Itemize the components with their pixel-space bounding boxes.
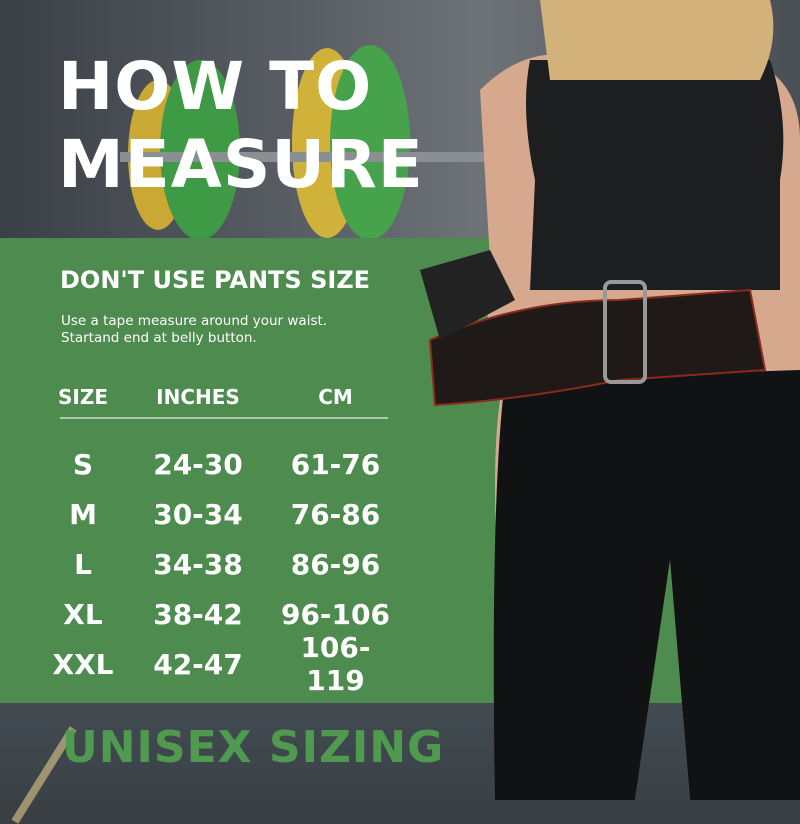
weight-plate-green bbox=[160, 60, 240, 240]
table-row: XL 38-42 96-106 bbox=[48, 589, 393, 639]
unisex-sizing-label: UNISEX SIZING bbox=[62, 722, 445, 773]
description-line-1: Use a tape measure around your waist. bbox=[61, 313, 328, 329]
inches-cell: 42-47 bbox=[153, 647, 243, 681]
size-cell: L bbox=[74, 547, 92, 581]
cm-cell: 61-76 bbox=[290, 447, 381, 481]
size-cell: XXL bbox=[52, 647, 114, 681]
table-row: XXL 42-47 106-119 bbox=[48, 631, 393, 697]
table-row: L 34-38 86-96 bbox=[48, 539, 393, 589]
size-cell: M bbox=[69, 497, 97, 531]
inches-cell: 24-30 bbox=[153, 447, 243, 481]
weight-plate-green-2 bbox=[330, 45, 410, 240]
title-line-1: HOW TO bbox=[58, 48, 373, 125]
table-row: M 30-34 76-86 bbox=[48, 489, 393, 539]
table-row: S 24-30 61-76 bbox=[48, 439, 393, 489]
inches-cell: 30-34 bbox=[153, 497, 243, 531]
cm-cell: 86-96 bbox=[290, 547, 381, 581]
inches-cell: 38-42 bbox=[153, 597, 243, 631]
floor bbox=[0, 703, 800, 800]
inches-cell: 34-38 bbox=[153, 547, 243, 581]
header-cm: CM bbox=[318, 384, 353, 409]
table-header: SIZE INCHES CM bbox=[48, 380, 393, 413]
description: Use a tape measure around your waist. St… bbox=[61, 313, 327, 347]
header-size: SIZE bbox=[57, 384, 108, 409]
size-table: SIZE INCHES CM S 24-30 61-76 M 30-34 76-86 L… bbox=[48, 380, 393, 698]
header-inches: INCHES bbox=[156, 384, 240, 409]
size-cell: S bbox=[72, 447, 94, 481]
description-line-2: Startand end at belly button. bbox=[61, 330, 257, 346]
cm-cell: 106-119 bbox=[300, 631, 371, 697]
header-divider bbox=[60, 417, 388, 419]
size-cell: XL bbox=[63, 597, 103, 631]
cm-cell: 96-106 bbox=[280, 597, 391, 631]
subtitle: DON'T USE PANTS SIZE bbox=[60, 266, 371, 294]
title-line-2: MEASURE bbox=[58, 126, 424, 203]
page-title: HOW TO MEASURE bbox=[58, 48, 424, 204]
barbell bbox=[120, 152, 800, 162]
person-wearing-belt bbox=[420, 0, 800, 800]
cm-cell: 76-86 bbox=[290, 497, 381, 531]
